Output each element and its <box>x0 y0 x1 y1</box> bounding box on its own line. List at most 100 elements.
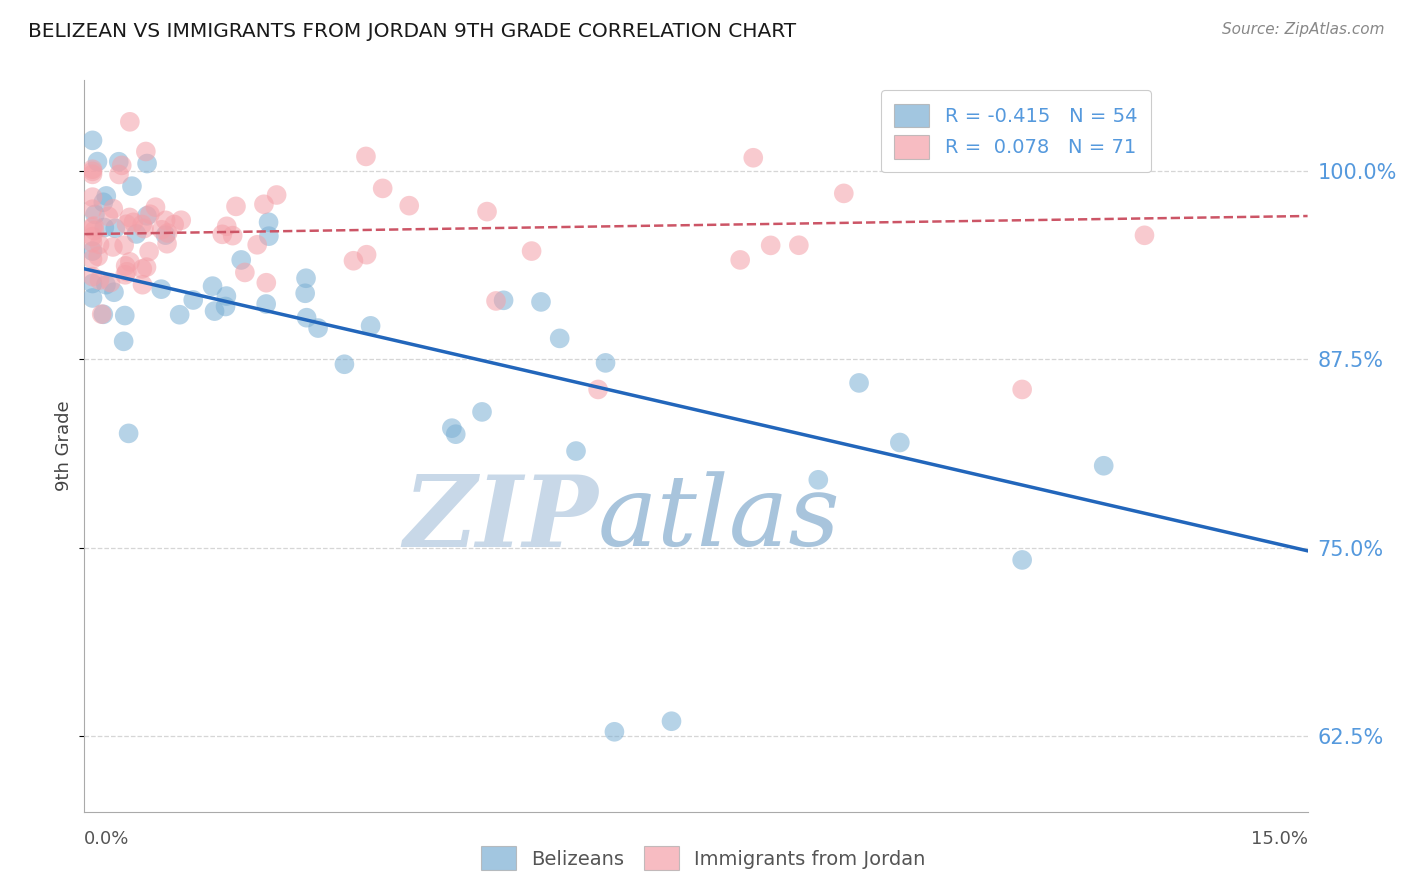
Point <box>97 210 120 224</box>
Point <box>169 308 191 322</box>
Point <box>163 218 186 232</box>
Point <box>170 213 193 227</box>
Point <box>82 220 104 235</box>
Point <box>520 244 543 258</box>
Point <box>82 190 104 204</box>
Point <box>342 253 364 268</box>
Point <box>104 221 127 235</box>
Point <box>398 199 420 213</box>
Point <box>155 213 177 227</box>
Point <box>125 227 148 241</box>
Point <box>132 221 155 235</box>
Point <box>122 215 145 229</box>
Point <box>91 195 114 210</box>
Point <box>89 273 111 287</box>
Point <box>131 277 153 292</box>
Point <box>83 219 105 233</box>
Point <box>114 268 136 282</box>
Point <box>115 217 138 231</box>
Point <box>87 249 110 263</box>
Point <box>307 321 329 335</box>
Point <box>107 154 129 169</box>
Point <box>485 293 508 308</box>
Point <box>440 421 463 435</box>
Point <box>787 238 810 252</box>
Point <box>131 218 153 232</box>
Point <box>83 223 105 237</box>
Point <box>112 334 135 349</box>
Point <box>371 181 394 195</box>
Point <box>742 151 765 165</box>
Point <box>155 228 177 243</box>
Point <box>1092 458 1115 473</box>
Point <box>356 248 378 262</box>
Point <box>82 167 104 181</box>
Point <box>150 223 173 237</box>
Point <box>82 229 104 244</box>
Text: atlas: atlas <box>598 472 841 566</box>
Point <box>82 202 104 217</box>
Point <box>89 237 111 252</box>
Point <box>204 304 226 318</box>
Point <box>121 179 143 194</box>
Point <box>246 237 269 252</box>
Point <box>115 265 138 279</box>
Text: Source: ZipAtlas.com: Source: ZipAtlas.com <box>1222 22 1385 37</box>
Point <box>889 435 911 450</box>
Point <box>96 189 118 203</box>
Point <box>759 238 782 252</box>
Point <box>530 294 553 309</box>
Point <box>84 207 107 221</box>
Point <box>82 291 104 305</box>
Point <box>114 309 136 323</box>
Point <box>475 204 498 219</box>
Text: ZIP: ZIP <box>404 471 598 567</box>
Point <box>492 293 515 308</box>
Point <box>603 724 626 739</box>
Point <box>215 219 238 234</box>
Y-axis label: 9th Grade: 9th Grade <box>55 401 73 491</box>
Point <box>135 260 157 274</box>
Point <box>103 285 125 300</box>
Point <box>93 220 115 235</box>
Point <box>114 259 136 273</box>
Point <box>295 310 318 325</box>
Point <box>266 188 288 202</box>
Point <box>156 236 179 251</box>
Text: 0.0%: 0.0% <box>84 830 129 847</box>
Point <box>832 186 855 201</box>
Point <box>181 293 204 307</box>
Point <box>91 307 114 321</box>
Point <box>295 271 318 285</box>
Point <box>150 282 173 296</box>
Point <box>254 297 277 311</box>
Point <box>254 276 277 290</box>
Point <box>103 202 125 216</box>
Point <box>118 115 141 129</box>
Point <box>145 200 167 214</box>
Point <box>82 164 104 178</box>
Point <box>225 199 247 213</box>
Point <box>86 154 108 169</box>
Point <box>139 207 162 221</box>
Point <box>586 383 609 397</box>
Point <box>82 133 104 147</box>
Point <box>231 252 253 267</box>
Point <box>211 227 233 242</box>
Point <box>111 158 134 172</box>
Point <box>214 300 236 314</box>
Point <box>201 279 224 293</box>
Point <box>595 356 617 370</box>
Point <box>444 427 467 442</box>
Point <box>221 228 243 243</box>
Point <box>108 168 131 182</box>
Point <box>215 289 238 303</box>
Point <box>138 244 160 259</box>
Point <box>257 215 280 229</box>
Point <box>565 444 588 458</box>
Point <box>661 714 683 729</box>
Point <box>82 252 104 267</box>
Point <box>354 149 377 163</box>
Point <box>118 211 141 225</box>
Point <box>90 307 112 321</box>
